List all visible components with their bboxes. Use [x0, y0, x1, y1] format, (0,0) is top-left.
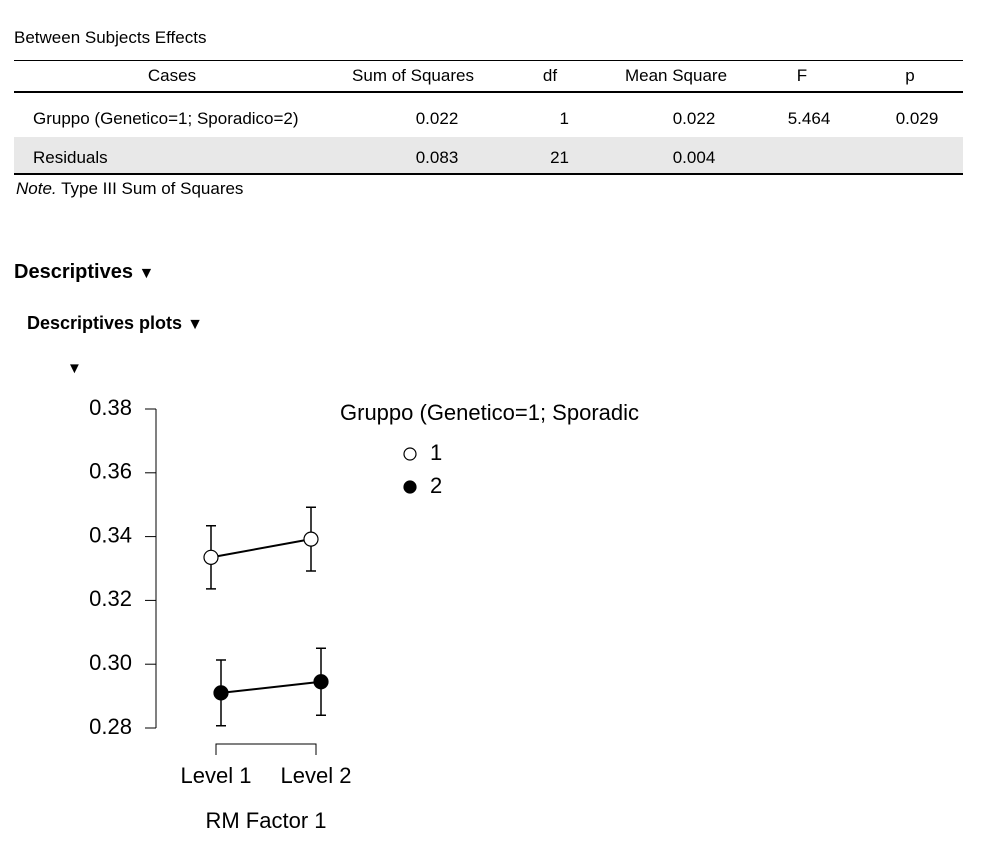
point: [303, 531, 319, 547]
note-text: Type III Sum of Squares: [61, 179, 244, 198]
x-tick-label: Level 1: [181, 763, 252, 788]
legend-marker: [403, 447, 417, 461]
y-tick-label: 0.34: [89, 522, 132, 547]
legend-label: 1: [430, 440, 442, 465]
y-tick-label: 0.28: [89, 714, 132, 739]
column-header: F: [796, 66, 808, 85]
note-label: Note.: [16, 179, 57, 198]
point: [213, 685, 229, 701]
y-tick-label: 0.36: [89, 459, 132, 484]
row-shade: [14, 137, 963, 173]
legend-marker: [403, 480, 417, 494]
cell: 21: [550, 148, 569, 167]
section-heading[interactable]: Descriptives ▼: [14, 261, 155, 283]
cell: 0.083: [415, 148, 459, 167]
cell: 0.004: [672, 148, 716, 167]
legend-title: Gruppo (Genetico=1; Sporadic: [340, 400, 639, 425]
column-header: Sum of Squares: [352, 66, 474, 85]
cell: 0.022: [415, 109, 459, 128]
rule: [14, 91, 963, 93]
series-line: [220, 680, 322, 694]
column-header: df: [542, 66, 558, 85]
y-tick-label: 0.30: [89, 650, 132, 675]
cell: 0.022: [672, 109, 716, 128]
heading-text: Descriptives: [14, 261, 133, 283]
x-tick-label: Level 2: [281, 763, 352, 788]
cell: 1: [559, 109, 569, 128]
cell: 0.029: [895, 109, 939, 128]
subsection-heading[interactable]: Descriptives plots ▼: [27, 313, 203, 333]
table-title: Between Subjects Effects: [14, 28, 207, 47]
series-line: [210, 538, 312, 559]
column-header: Cases: [147, 66, 197, 85]
collapse-arrow[interactable]: ▼: [67, 360, 82, 377]
legend-label: 2: [430, 473, 442, 498]
chart: RM Factor 1 Gruppo (Genetico=1; Sporadic…: [89, 395, 639, 833]
rule: [14, 173, 963, 175]
point: [313, 674, 329, 690]
rule: [14, 60, 963, 61]
column-header: p: [905, 66, 915, 85]
cell: 5.464: [787, 109, 831, 128]
x-axis-label: RM Factor 1: [205, 808, 326, 833]
y-tick-label: 0.32: [89, 586, 132, 611]
y-tick-label: 0.38: [89, 395, 132, 420]
cell: Residuals: [33, 148, 108, 167]
table-note: Note. Type III Sum of Squares: [16, 179, 243, 199]
cell: Gruppo (Genetico=1; Sporadico=2): [33, 109, 299, 128]
column-header: Mean Square: [624, 66, 728, 85]
heading-text: Descriptives plots: [27, 313, 183, 333]
x-axis-bracket: [215, 743, 317, 755]
point: [203, 549, 219, 565]
